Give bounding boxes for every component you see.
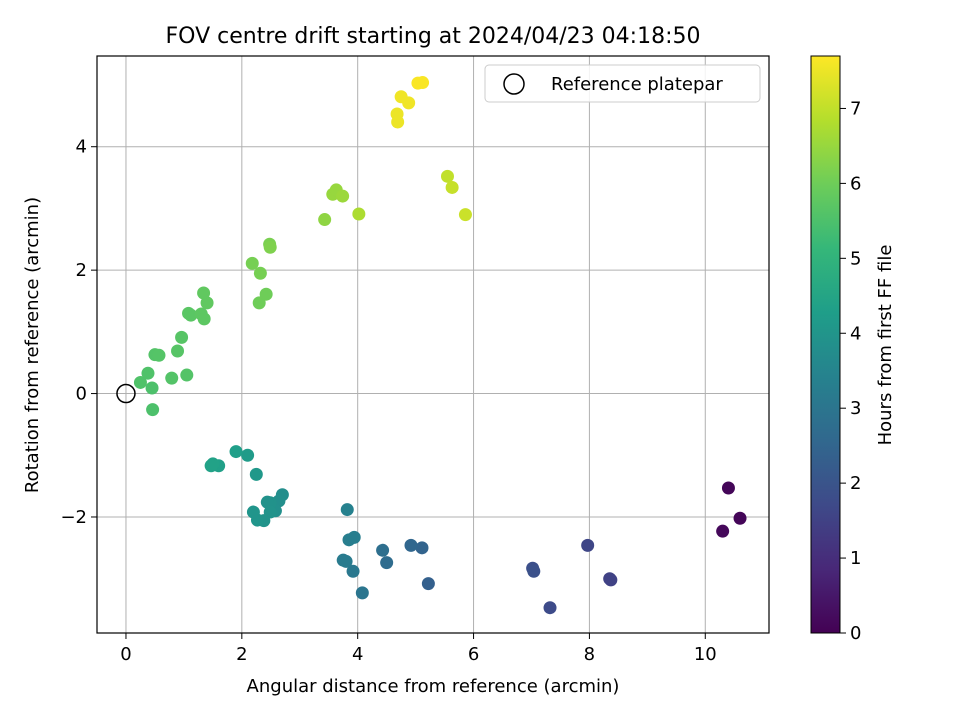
scatter-point	[445, 180, 459, 194]
scatter-point	[259, 287, 273, 301]
scatter-point	[604, 573, 618, 587]
scatter-point	[394, 90, 408, 104]
scatter-point	[415, 541, 429, 555]
scatter-point	[340, 503, 354, 517]
scatter-point	[252, 296, 266, 310]
colorbar-tick-label: 5	[850, 248, 861, 269]
scatter-point	[263, 240, 277, 254]
chart-title: FOV centre drift starting at 2024/04/23 …	[166, 24, 701, 49]
scatter-point	[318, 213, 332, 227]
legend: Reference platepar	[484, 64, 761, 103]
scatter-point	[733, 511, 747, 525]
scatter-point	[253, 266, 267, 280]
y-tick-label: −2	[60, 507, 87, 528]
scatter-point	[346, 564, 360, 578]
scatter-point	[440, 169, 454, 183]
x-tick-label: 2	[236, 644, 247, 665]
colorbar	[810, 55, 841, 634]
x-axis-label: Angular distance from reference (arcmin)	[247, 676, 620, 697]
scatter-point	[197, 312, 211, 326]
scatter-point	[260, 495, 274, 509]
scatter-point	[391, 115, 405, 129]
scatter-point	[352, 207, 366, 221]
scatter-point	[458, 208, 472, 222]
legend-marker	[503, 73, 525, 95]
scatter-point	[376, 543, 390, 557]
colorbar-tick-label: 0	[850, 623, 861, 644]
scatter-point	[404, 538, 418, 552]
scatter-point	[204, 459, 218, 473]
scatter-point	[347, 530, 361, 544]
x-axis-ticks: 0 2 4 6 8 10	[120, 633, 717, 665]
scatter-point	[245, 256, 259, 270]
scatter-point	[339, 554, 353, 568]
scatter-point	[543, 601, 557, 615]
colorbar-label: Hours from first FF file	[875, 245, 896, 446]
scatter-point	[421, 577, 435, 591]
colorbar-tick-label: 7	[850, 98, 861, 119]
scatter-point	[246, 505, 260, 519]
y-axis-label: Rotation from reference (arcmin)	[22, 197, 43, 493]
plot-frame	[96, 55, 770, 634]
scatter-point	[146, 403, 160, 417]
x-tick-label: 4	[352, 644, 363, 665]
colorbar-tick-label: 2	[850, 473, 861, 494]
colorbar-tick-label: 1	[850, 548, 861, 569]
data-points	[133, 76, 747, 615]
x-tick-label: 10	[694, 644, 717, 665]
scatter-point	[200, 296, 214, 310]
scatter-point	[581, 538, 595, 552]
x-tick-label: 0	[120, 644, 131, 665]
scatter-point	[165, 371, 179, 385]
reference-marker	[116, 383, 136, 404]
colorbar-tick-label: 6	[850, 173, 861, 194]
y-tick-label: 4	[76, 137, 87, 158]
scatter-point	[175, 330, 189, 344]
scatter-point	[355, 586, 369, 600]
scatter-point	[721, 481, 735, 495]
y-tick-label: 2	[76, 260, 87, 281]
colorbar-tick-label: 4	[850, 323, 861, 344]
scatter-point	[197, 286, 211, 300]
scatter-point	[180, 368, 194, 382]
scatter-point	[133, 375, 147, 389]
x-tick-label: 6	[468, 644, 479, 665]
scatter-point	[380, 556, 394, 570]
x-tick-label: 8	[584, 644, 595, 665]
scatter-point	[716, 524, 730, 538]
scatter-point	[152, 348, 166, 362]
colorbar-tick-label: 3	[850, 398, 861, 419]
y-tick-label: 0	[76, 384, 87, 405]
scatter-point	[145, 381, 159, 395]
y-axis-ticks: −2 0 2 4	[60, 137, 97, 528]
colorbar-ticks: 0 1 2 3 4 5 6 7	[840, 98, 861, 644]
scatter-point	[171, 344, 185, 358]
scatter-point	[527, 564, 541, 578]
scatter-point	[184, 308, 198, 322]
grid	[97, 56, 769, 633]
scatter-point	[416, 76, 430, 90]
scatter-point	[241, 448, 255, 462]
scatter-point	[229, 445, 243, 459]
legend-box	[484, 64, 761, 103]
scatter-point	[249, 467, 263, 481]
scatter-point	[141, 366, 155, 380]
legend-label: Reference platepar	[551, 74, 723, 95]
scatter-point	[336, 189, 350, 203]
